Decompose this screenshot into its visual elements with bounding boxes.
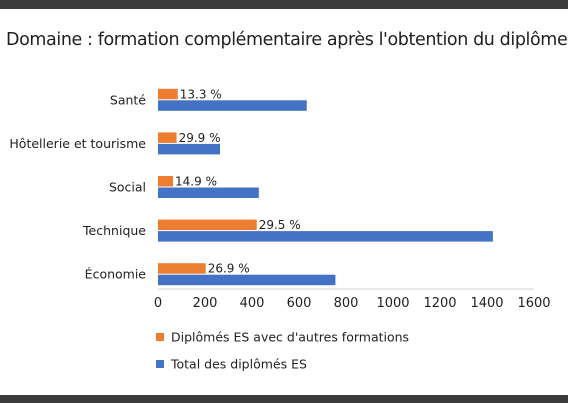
tick-label: 1600	[517, 296, 550, 311]
bar-other-formations	[158, 263, 206, 274]
top-border	[0, 0, 568, 9]
bars-layer	[158, 88, 493, 286]
data-label: 14.9 %	[175, 175, 217, 189]
bar-total-graduates	[158, 231, 493, 242]
legend-swatch	[156, 333, 164, 341]
bar-other-formations	[158, 88, 178, 100]
bar-total-graduates	[158, 274, 336, 286]
data-labels: 13.3 % 29.9 % 14.9 % 29.5 % 26.9 %	[175, 87, 301, 275]
x-axis: 0 200 400 600 800 1000 1200 1400 1600	[154, 288, 551, 311]
category-label: Technique	[82, 223, 146, 238]
legend-label: Diplômés ES avec d'autres formations	[171, 330, 409, 345]
data-label: 13.3 %	[180, 87, 222, 101]
bar-other-formations	[158, 176, 174, 187]
bottom-border	[0, 395, 568, 403]
bar-total-graduates	[158, 100, 307, 111]
category-label: Économie	[85, 267, 147, 282]
tick-label: 1400	[470, 296, 503, 311]
category-label: Santé	[110, 92, 146, 107]
legend-swatch	[156, 360, 164, 368]
tick-label: 1000	[376, 296, 409, 311]
chart-title: Domaine : formation complémentaire après…	[6, 30, 568, 50]
category-labels: Santé Hôtellerie et tourisme Social Techniq…	[9, 92, 146, 281]
data-label: 29.9 %	[179, 131, 221, 145]
bar-other-formations	[158, 132, 177, 143]
tick-label: 400	[240, 296, 265, 311]
legend-label: Total des diplômés ES	[170, 357, 307, 372]
bar-other-formations	[158, 219, 257, 231]
tick-label: 1200	[423, 296, 456, 311]
bar-total-graduates	[158, 187, 259, 198]
tick-label: 800	[334, 296, 359, 311]
category-label: Social	[109, 180, 146, 195]
bar-total-graduates	[158, 143, 221, 155]
tick-label: 200	[193, 296, 218, 311]
legend: Diplômés ES avec d'autres formations Tota…	[156, 330, 409, 372]
data-label: 29.5 %	[259, 218, 301, 232]
category-label: Hôtellerie et tourisme	[9, 136, 146, 151]
tick-label: 600	[287, 296, 312, 311]
tick-label: 0	[154, 296, 162, 311]
data-label: 26.9 %	[208, 262, 250, 276]
